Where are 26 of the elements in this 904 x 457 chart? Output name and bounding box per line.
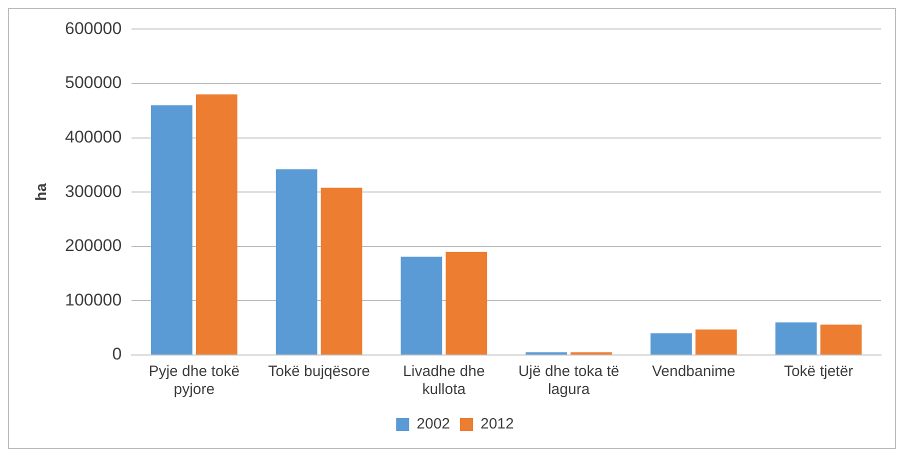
bar bbox=[446, 252, 488, 354]
x-tick-label: Tokë tjetër bbox=[784, 363, 854, 380]
x-tick-label: Tokë bujqësore bbox=[268, 363, 370, 380]
bar bbox=[196, 94, 238, 354]
bar bbox=[820, 324, 862, 354]
x-tick-label: Vendbanime bbox=[652, 363, 736, 380]
bar bbox=[320, 188, 362, 354]
x-tick-label: Pyje dhe tokë pyjore bbox=[148, 363, 240, 398]
y-tick-label: 500000 bbox=[64, 73, 122, 92]
legend-label: 2002 bbox=[416, 416, 450, 433]
bar bbox=[151, 105, 192, 354]
y-tick-label: 0 bbox=[112, 344, 122, 364]
x-tick-label: Ujë dhe toka të lagura bbox=[518, 363, 620, 398]
y-tick-label: 200000 bbox=[64, 236, 122, 256]
y-tick-label: 600000 bbox=[64, 18, 122, 38]
y-tick-label: 300000 bbox=[64, 182, 122, 201]
y-tick-label: 400000 bbox=[64, 127, 122, 146]
y-tick-label: 100000 bbox=[64, 290, 122, 310]
legend-label: 2012 bbox=[480, 416, 514, 433]
bar bbox=[650, 333, 692, 354]
bar bbox=[276, 169, 318, 354]
y-axis-title: ha bbox=[33, 182, 50, 201]
bar bbox=[695, 329, 737, 354]
bar bbox=[400, 256, 442, 354]
bar bbox=[775, 322, 817, 354]
x-tick-label: Livadhe dhe kullota bbox=[403, 363, 485, 398]
